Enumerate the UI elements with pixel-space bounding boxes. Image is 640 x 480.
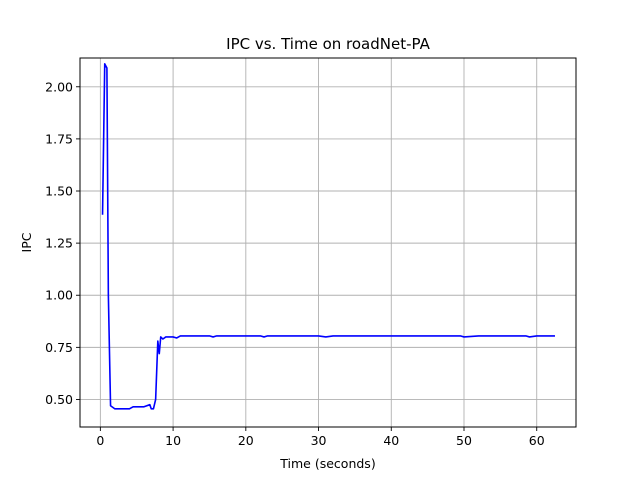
x-tick-label: 30	[311, 433, 327, 448]
y-axis-label: IPC	[19, 232, 34, 252]
y-tick-label: 0.50	[45, 392, 73, 407]
x-tick-label: 40	[383, 433, 399, 448]
y-tick-label: 1.00	[45, 288, 73, 303]
chart-title: IPC vs. Time on roadNet-PA	[226, 35, 430, 53]
x-tick-label: 60	[529, 433, 545, 448]
x-tick-label: 0	[96, 433, 104, 448]
x-tick-label: 10	[165, 433, 181, 448]
series-layer	[101, 63, 555, 410]
plot-area-frame	[79, 57, 577, 428]
y-tick-label: 1.50	[45, 184, 73, 199]
x-tick-label: 20	[238, 433, 254, 448]
x-axis-ticks: 0 10 20 30 40 50 60	[96, 427, 545, 448]
y-tick-label: 0.75	[45, 340, 73, 355]
grid	[80, 58, 576, 427]
y-tick-label: 1.25	[45, 236, 73, 251]
y-axis-ticks: 0.50 0.75 1.00 1.25 1.50 1.75 2.00	[45, 79, 80, 407]
y-tick-label: 2.00	[45, 79, 73, 94]
y-tick-label: 1.75	[45, 131, 73, 146]
x-axis-label: Time (seconds)	[279, 456, 375, 471]
ipc-series-line	[101, 63, 555, 410]
x-tick-label: 50	[456, 433, 472, 448]
